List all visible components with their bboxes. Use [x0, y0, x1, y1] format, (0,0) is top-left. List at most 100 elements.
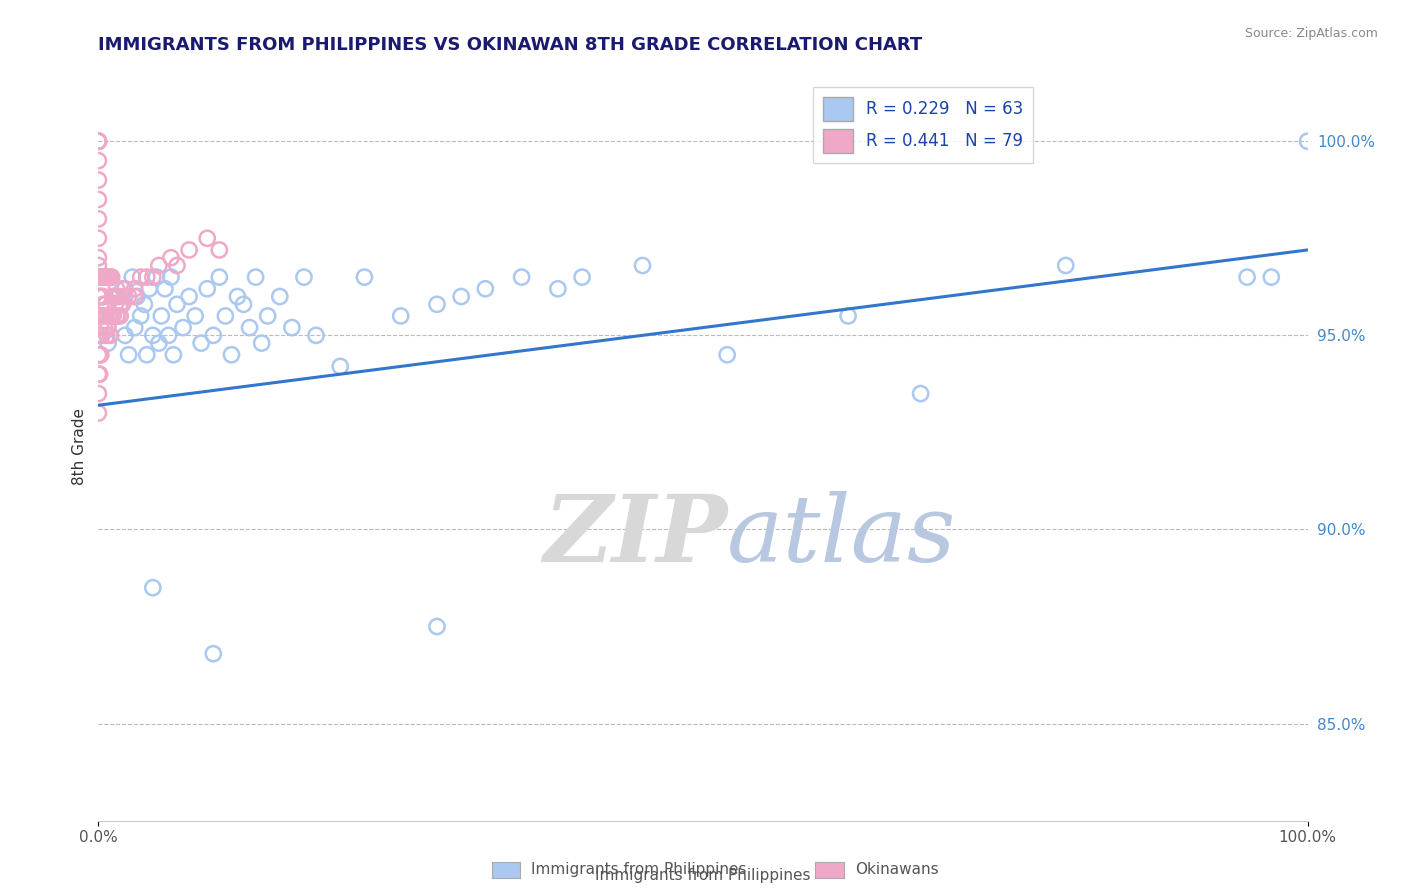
Point — [97, 336, 120, 351]
Point — [89, 289, 111, 303]
Text: atlas: atlas — [727, 491, 956, 581]
Point — [153, 282, 176, 296]
Point — [221, 348, 243, 362]
Point — [93, 320, 115, 334]
Point — [160, 270, 183, 285]
Point — [96, 270, 118, 285]
Point — [101, 289, 124, 303]
Point — [87, 173, 110, 187]
Point — [148, 336, 170, 351]
Point — [96, 328, 118, 343]
Point — [97, 309, 120, 323]
Text: Immigrants from Philippines: Immigrants from Philippines — [595, 868, 811, 883]
Point — [89, 328, 111, 343]
Point — [105, 289, 128, 303]
Point — [87, 309, 110, 323]
Point — [450, 289, 472, 303]
Point — [118, 348, 141, 362]
Point — [214, 309, 236, 323]
Point — [202, 328, 225, 343]
Point — [90, 320, 112, 334]
Point — [87, 251, 110, 265]
Point — [269, 289, 291, 303]
Point — [87, 328, 110, 343]
Point — [87, 134, 110, 148]
Point — [135, 348, 157, 362]
Point — [1054, 259, 1077, 273]
Point — [108, 297, 131, 311]
Point — [87, 367, 110, 381]
Point — [716, 348, 738, 362]
Point — [195, 231, 218, 245]
Point — [134, 297, 156, 311]
Point — [114, 289, 136, 303]
Point — [87, 193, 110, 207]
Point — [239, 320, 262, 334]
Point — [90, 270, 112, 285]
Point — [160, 251, 183, 265]
Point — [292, 270, 315, 285]
Point — [190, 336, 212, 351]
Point — [389, 309, 412, 323]
Point — [87, 134, 110, 148]
Point — [135, 270, 157, 285]
Point — [105, 282, 128, 296]
Point — [90, 348, 112, 362]
Point — [100, 328, 122, 343]
Point — [305, 328, 328, 343]
Point — [94, 297, 117, 311]
Point — [166, 297, 188, 311]
Point — [138, 282, 160, 296]
Point — [121, 270, 143, 285]
Point — [98, 270, 121, 285]
Point — [87, 406, 110, 420]
Point — [129, 270, 152, 285]
Point — [208, 243, 231, 257]
Point — [91, 297, 114, 311]
Point — [89, 348, 111, 362]
Point — [547, 282, 569, 296]
Point — [91, 289, 114, 303]
Point — [571, 270, 593, 285]
Point — [97, 320, 120, 334]
Point — [631, 259, 654, 273]
Point — [250, 336, 273, 351]
Point — [87, 289, 110, 303]
Text: Okinawans: Okinawans — [855, 863, 938, 877]
Point — [281, 320, 304, 334]
Point — [91, 270, 114, 285]
Point — [103, 289, 125, 303]
Point — [910, 386, 932, 401]
Point — [91, 270, 114, 285]
Point — [353, 270, 375, 285]
Point — [195, 282, 218, 296]
Point — [166, 259, 188, 273]
Text: ZIP: ZIP — [543, 491, 727, 581]
Point — [89, 309, 111, 323]
Point — [124, 320, 146, 334]
Point — [162, 348, 184, 362]
Point — [87, 134, 110, 148]
Point — [118, 289, 141, 303]
Point — [114, 282, 136, 296]
Point — [87, 134, 110, 148]
Point — [256, 309, 278, 323]
Point — [87, 211, 110, 226]
Point — [91, 328, 114, 343]
Point — [510, 270, 533, 285]
Point — [100, 309, 122, 323]
Point — [104, 297, 127, 311]
Point — [108, 297, 131, 311]
Point — [150, 309, 173, 323]
Point — [89, 367, 111, 381]
Point — [114, 328, 136, 343]
Point — [245, 270, 267, 285]
Point — [87, 231, 110, 245]
Point — [87, 134, 110, 148]
Point — [87, 270, 110, 285]
Point — [90, 309, 112, 323]
Point — [202, 647, 225, 661]
Point — [172, 320, 194, 334]
Point — [145, 270, 167, 285]
Point — [101, 309, 124, 323]
